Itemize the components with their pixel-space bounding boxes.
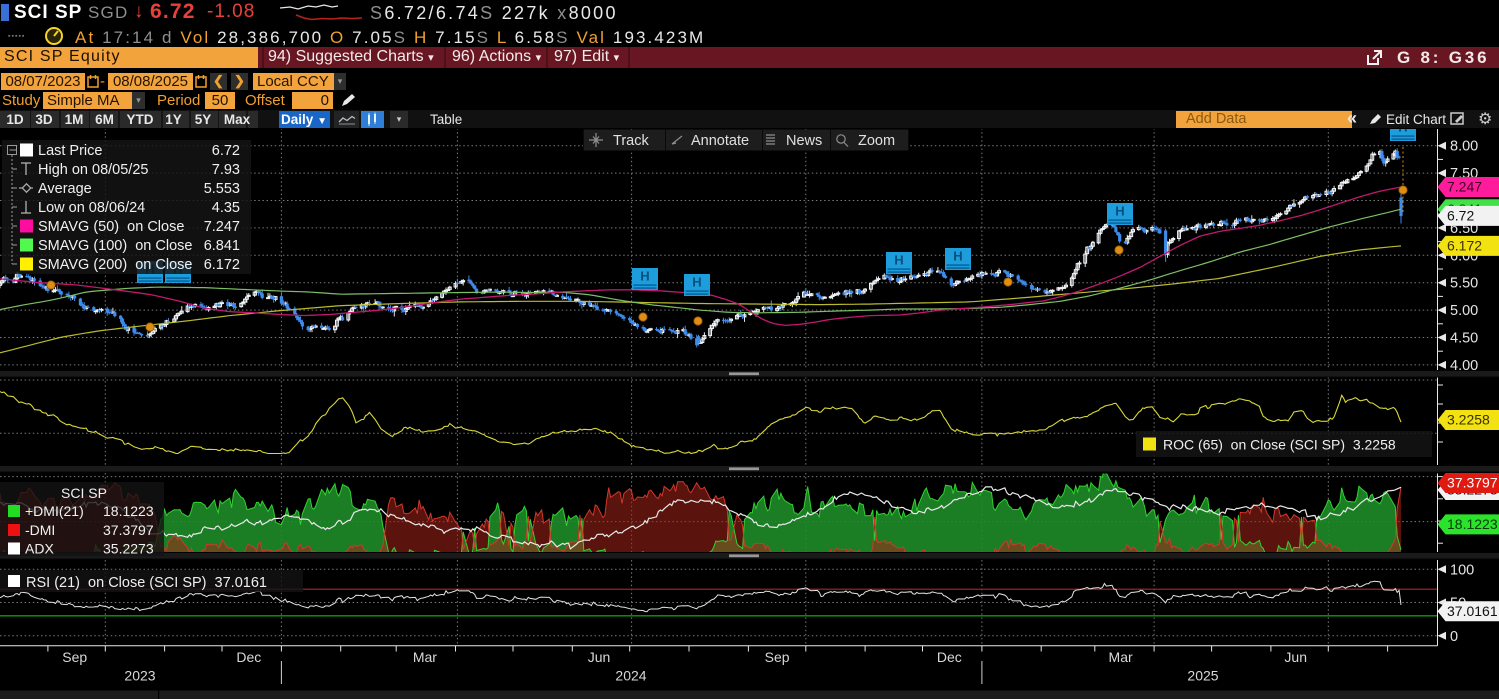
svg-text:6.172: 6.172 <box>204 257 240 273</box>
svg-text:RSI (21) on Close (SCI SP) 3: RSI (21) on Close (SCI SP) 37.0161 <box>26 575 267 591</box>
svg-text:High on 08/05/25: High on 08/05/25 <box>38 162 148 178</box>
svg-text:6.72: 6.72 <box>212 143 240 159</box>
svg-text:8.00: 8.00 <box>1450 139 1478 155</box>
svg-text:Annotate: Annotate <box>691 133 749 149</box>
svg-text:6.841: 6.841 <box>204 238 240 254</box>
svg-text:-DMI: -DMI <box>25 522 55 538</box>
svg-text:2023: 2023 <box>124 668 155 684</box>
svg-text:Jun: Jun <box>1284 649 1307 665</box>
svg-text:Last Price: Last Price <box>38 143 102 159</box>
svg-text:5.00: 5.00 <box>1450 303 1478 319</box>
svg-text:6.172: 6.172 <box>1447 238 1482 254</box>
svg-text:Dec: Dec <box>937 649 962 665</box>
svg-text:ROC (65) on Close (SCI SP) 3: ROC (65) on Close (SCI SP) 3.2258 <box>1163 437 1396 453</box>
svg-text:Sep: Sep <box>765 649 790 665</box>
svg-text:SMAVG (200) on Close: SMAVG (200) on Close <box>38 257 192 273</box>
svg-text:Jun: Jun <box>588 649 611 665</box>
svg-text:H: H <box>692 275 701 290</box>
svg-text:5.50: 5.50 <box>1450 276 1478 292</box>
svg-text:Mar: Mar <box>413 649 437 665</box>
svg-text:Average: Average <box>38 181 92 197</box>
svg-text:2024: 2024 <box>615 668 646 684</box>
svg-text:6.72: 6.72 <box>1447 208 1474 224</box>
svg-text:35.2273: 35.2273 <box>103 541 154 557</box>
svg-text:Zoom: Zoom <box>858 133 895 149</box>
svg-text:H: H <box>1115 204 1124 219</box>
svg-text:0: 0 <box>1450 629 1458 645</box>
svg-text:5.553: 5.553 <box>204 181 240 197</box>
svg-text:4.50: 4.50 <box>1450 331 1478 347</box>
svg-text:Low on 08/06/24: Low on 08/06/24 <box>38 200 145 216</box>
svg-text:4.35: 4.35 <box>212 200 240 216</box>
svg-text:4.00: 4.00 <box>1450 358 1478 374</box>
svg-text:100: 100 <box>1450 562 1474 578</box>
svg-text:+DMI(21): +DMI(21) <box>25 503 84 519</box>
svg-text:News: News <box>786 133 822 149</box>
svg-text:SMAVG (50) on Close: SMAVG (50) on Close <box>38 219 184 235</box>
svg-text:H: H <box>640 269 649 284</box>
svg-text:3.2258: 3.2258 <box>1447 412 1490 428</box>
svg-text:37.0161: 37.0161 <box>1447 603 1498 619</box>
svg-text:H: H <box>894 253 903 268</box>
svg-text:SCI SP: SCI SP <box>61 485 107 501</box>
svg-text:H: H <box>1398 120 1407 135</box>
svg-text:37.3797: 37.3797 <box>103 522 154 538</box>
svg-text:37.3797: 37.3797 <box>1447 475 1498 491</box>
svg-text:Dec: Dec <box>236 649 261 665</box>
svg-text:7.247: 7.247 <box>1447 179 1482 195</box>
svg-text:2025: 2025 <box>1187 668 1218 684</box>
svg-text:18.1223: 18.1223 <box>103 503 154 519</box>
svg-text:H: H <box>953 249 962 264</box>
svg-text:SMAVG (100) on Close: SMAVG (100) on Close <box>38 238 192 254</box>
svg-text:7.93: 7.93 <box>212 162 240 178</box>
svg-text:ADX: ADX <box>25 541 54 557</box>
svg-text:7.247: 7.247 <box>204 219 240 235</box>
svg-text:Sep: Sep <box>62 649 87 665</box>
svg-text:18.1223: 18.1223 <box>1447 516 1498 532</box>
svg-text:Mar: Mar <box>1109 649 1133 665</box>
svg-text:Track: Track <box>613 133 649 149</box>
